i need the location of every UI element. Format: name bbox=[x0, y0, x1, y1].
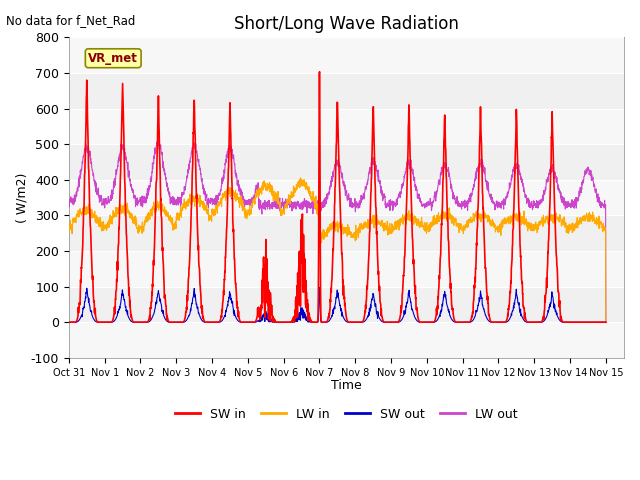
X-axis label: Time: Time bbox=[331, 379, 362, 392]
Y-axis label: ( W/m2): ( W/m2) bbox=[15, 172, 28, 223]
Title: Short/Long Wave Radiation: Short/Long Wave Radiation bbox=[234, 15, 459, 33]
Text: No data for f_Net_Rad: No data for f_Net_Rad bbox=[6, 14, 136, 27]
Bar bbox=[69, 180, 624, 216]
Bar bbox=[69, 37, 624, 73]
Bar bbox=[69, 108, 624, 144]
Text: VR_met: VR_met bbox=[88, 52, 138, 65]
Bar bbox=[69, 251, 624, 287]
Legend: SW in, LW in, SW out, LW out: SW in, LW in, SW out, LW out bbox=[170, 403, 522, 425]
Bar bbox=[69, 322, 624, 358]
